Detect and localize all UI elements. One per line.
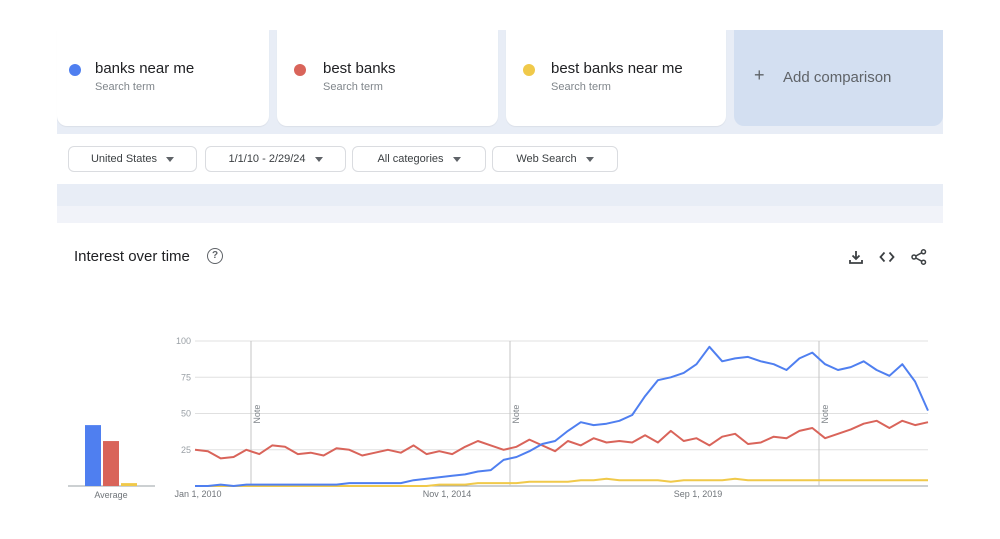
search-term-card-1[interactable]: banks near me Search term [57, 30, 269, 126]
average-bar-chart: Average [68, 425, 155, 500]
series-color-dot [294, 64, 306, 76]
section-divider [57, 206, 943, 223]
search-term-label: banks near me [95, 60, 195, 77]
y-tick-label: 50 [181, 409, 191, 419]
search-term-type: Search term [95, 81, 155, 93]
search-term-card-2[interactable]: best banks Search term [277, 30, 498, 126]
add-comparison-label: Add comparison [783, 69, 892, 86]
category-dropdown[interactable]: All categories [352, 146, 486, 172]
x-tick-label: Sep 1, 2019 [674, 489, 723, 499]
y-tick-label: 25 [181, 445, 191, 455]
embed-code-icon[interactable] [878, 248, 896, 266]
search-type-value: Web Search [516, 153, 577, 165]
caret-down-icon [452, 156, 461, 162]
date-range-value: 1/1/10 - 2/29/24 [228, 153, 306, 165]
help-circle-icon[interactable]: ? [207, 248, 223, 264]
series-color-dot [523, 64, 535, 76]
series-color-dot [69, 64, 81, 76]
note-marker[interactable]: Note [820, 405, 830, 424]
region-dropdown[interactable]: United States [68, 146, 197, 172]
x-tick-label: Jan 1, 2010 [174, 489, 221, 499]
share-icon[interactable] [910, 248, 928, 266]
y-tick-label: 100 [176, 336, 191, 346]
average-bar [121, 483, 137, 486]
download-icon[interactable] [847, 248, 865, 266]
category-value: All categories [377, 153, 444, 165]
caret-down-icon [585, 156, 594, 162]
search-term-type: Search term [323, 81, 383, 93]
y-tick-label: 75 [181, 372, 191, 382]
average-bar [85, 425, 101, 486]
interest-line-chart[interactable]: 100 75 50 25 Note Note Note Jan 1, 2010 Nov 1,… [165, 330, 940, 510]
section-divider [57, 184, 943, 206]
filters-bar: United States 1/1/10 - 2/29/24 All categ… [57, 134, 943, 184]
note-marker[interactable]: Note [511, 405, 521, 424]
date-range-dropdown[interactable]: 1/1/10 - 2/29/24 [205, 146, 346, 172]
search-term-card-3[interactable]: best banks near me Search term [506, 30, 726, 126]
plus-icon: + [754, 65, 765, 85]
search-term-label: best banks near me [551, 60, 683, 77]
note-marker[interactable]: Note [252, 405, 262, 424]
series-line[interactable] [195, 477, 928, 487]
region-value: United States [90, 153, 158, 165]
search-type-dropdown[interactable]: Web Search [492, 146, 618, 172]
caret-down-icon [314, 156, 323, 162]
search-term-type: Search term [551, 81, 611, 93]
average-label: Average [94, 490, 127, 500]
series-line[interactable] [195, 345, 929, 487]
search-term-label: best banks [323, 60, 396, 77]
average-bar [103, 441, 119, 486]
panel-title: Interest over time [74, 248, 190, 265]
add-comparison-button[interactable]: + Add comparison [734, 30, 943, 126]
x-tick-label: Nov 1, 2014 [423, 489, 472, 499]
caret-down-icon [166, 156, 175, 162]
series-line[interactable] [194, 419, 929, 460]
